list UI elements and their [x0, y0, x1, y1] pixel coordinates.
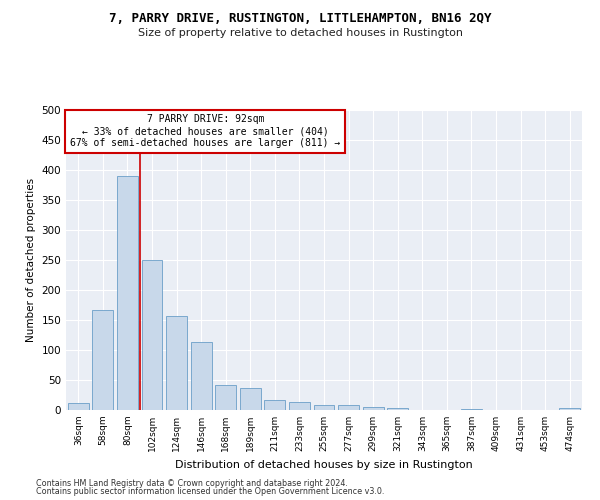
Bar [68, 404, 89, 410]
Bar [461, 409, 482, 410]
Y-axis label: Number of detached properties: Number of detached properties [26, 178, 36, 342]
Bar [240, 388, 261, 410]
Text: 7 PARRY DRIVE: 92sqm
← 33% of detached houses are smaller (404)
67% of semi-deta: 7 PARRY DRIVE: 92sqm ← 33% of detached h… [70, 114, 340, 148]
Bar [362, 407, 383, 410]
Bar [265, 400, 286, 410]
Bar [289, 402, 310, 410]
Bar [191, 342, 212, 410]
Bar [92, 310, 113, 410]
Bar [166, 316, 187, 410]
Bar [387, 408, 408, 410]
Bar [142, 260, 163, 410]
Bar [314, 404, 334, 410]
X-axis label: Distribution of detached houses by size in Rustington: Distribution of detached houses by size … [175, 460, 473, 469]
Bar [338, 405, 359, 410]
Bar [215, 386, 236, 410]
Text: Contains public sector information licensed under the Open Government Licence v3: Contains public sector information licen… [36, 487, 385, 496]
Text: Size of property relative to detached houses in Rustington: Size of property relative to detached ho… [137, 28, 463, 38]
Text: 7, PARRY DRIVE, RUSTINGTON, LITTLEHAMPTON, BN16 2QY: 7, PARRY DRIVE, RUSTINGTON, LITTLEHAMPTO… [109, 12, 491, 26]
Text: Contains HM Land Registry data © Crown copyright and database right 2024.: Contains HM Land Registry data © Crown c… [36, 478, 348, 488]
Bar [117, 176, 138, 410]
Bar [559, 408, 580, 410]
